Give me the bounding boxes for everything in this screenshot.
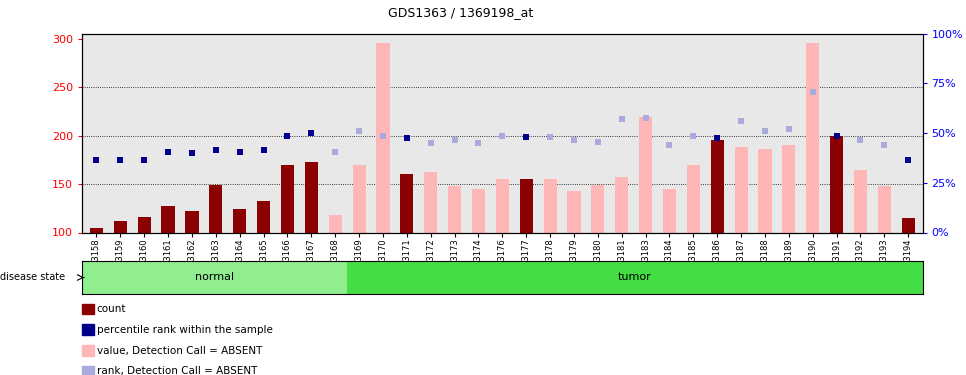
Bar [90, 228, 103, 232]
Text: disease state: disease state [0, 273, 65, 282]
Bar [639, 117, 652, 232]
Bar [687, 165, 700, 232]
Bar [210, 185, 222, 232]
Bar [711, 140, 724, 232]
Bar [347, 261, 923, 294]
Text: GDS1363 / 1369198_at: GDS1363 / 1369198_at [387, 6, 533, 19]
Bar [257, 201, 270, 232]
Bar [663, 189, 676, 232]
Bar [830, 135, 843, 232]
Bar [448, 186, 461, 232]
Text: tumor: tumor [618, 273, 652, 282]
Bar [496, 179, 509, 232]
Text: rank, Detection Call = ABSENT: rank, Detection Call = ABSENT [97, 366, 257, 375]
Bar [520, 179, 533, 232]
Bar [114, 221, 127, 232]
Bar [137, 217, 151, 232]
Bar [161, 206, 175, 232]
Text: percentile rank within the sample: percentile rank within the sample [97, 325, 272, 335]
Bar [615, 177, 628, 232]
Bar [353, 165, 366, 232]
Bar [901, 218, 915, 232]
Bar [400, 174, 413, 232]
Bar [424, 172, 438, 232]
Bar [82, 261, 347, 294]
Bar [471, 189, 485, 232]
Bar [328, 215, 342, 232]
Bar [734, 147, 748, 232]
Bar [591, 185, 605, 232]
Text: normal: normal [195, 273, 234, 282]
Text: value, Detection Call = ABSENT: value, Detection Call = ABSENT [97, 346, 262, 355]
Bar [281, 165, 294, 232]
Bar [544, 179, 556, 232]
Bar [854, 171, 867, 232]
Bar [807, 44, 819, 232]
Bar [758, 149, 772, 232]
Bar [233, 209, 246, 232]
Bar [304, 162, 318, 232]
Text: count: count [97, 304, 127, 314]
Bar [878, 186, 891, 232]
Bar [567, 191, 581, 232]
Bar [185, 211, 198, 232]
Bar [377, 44, 389, 232]
Bar [782, 145, 795, 232]
